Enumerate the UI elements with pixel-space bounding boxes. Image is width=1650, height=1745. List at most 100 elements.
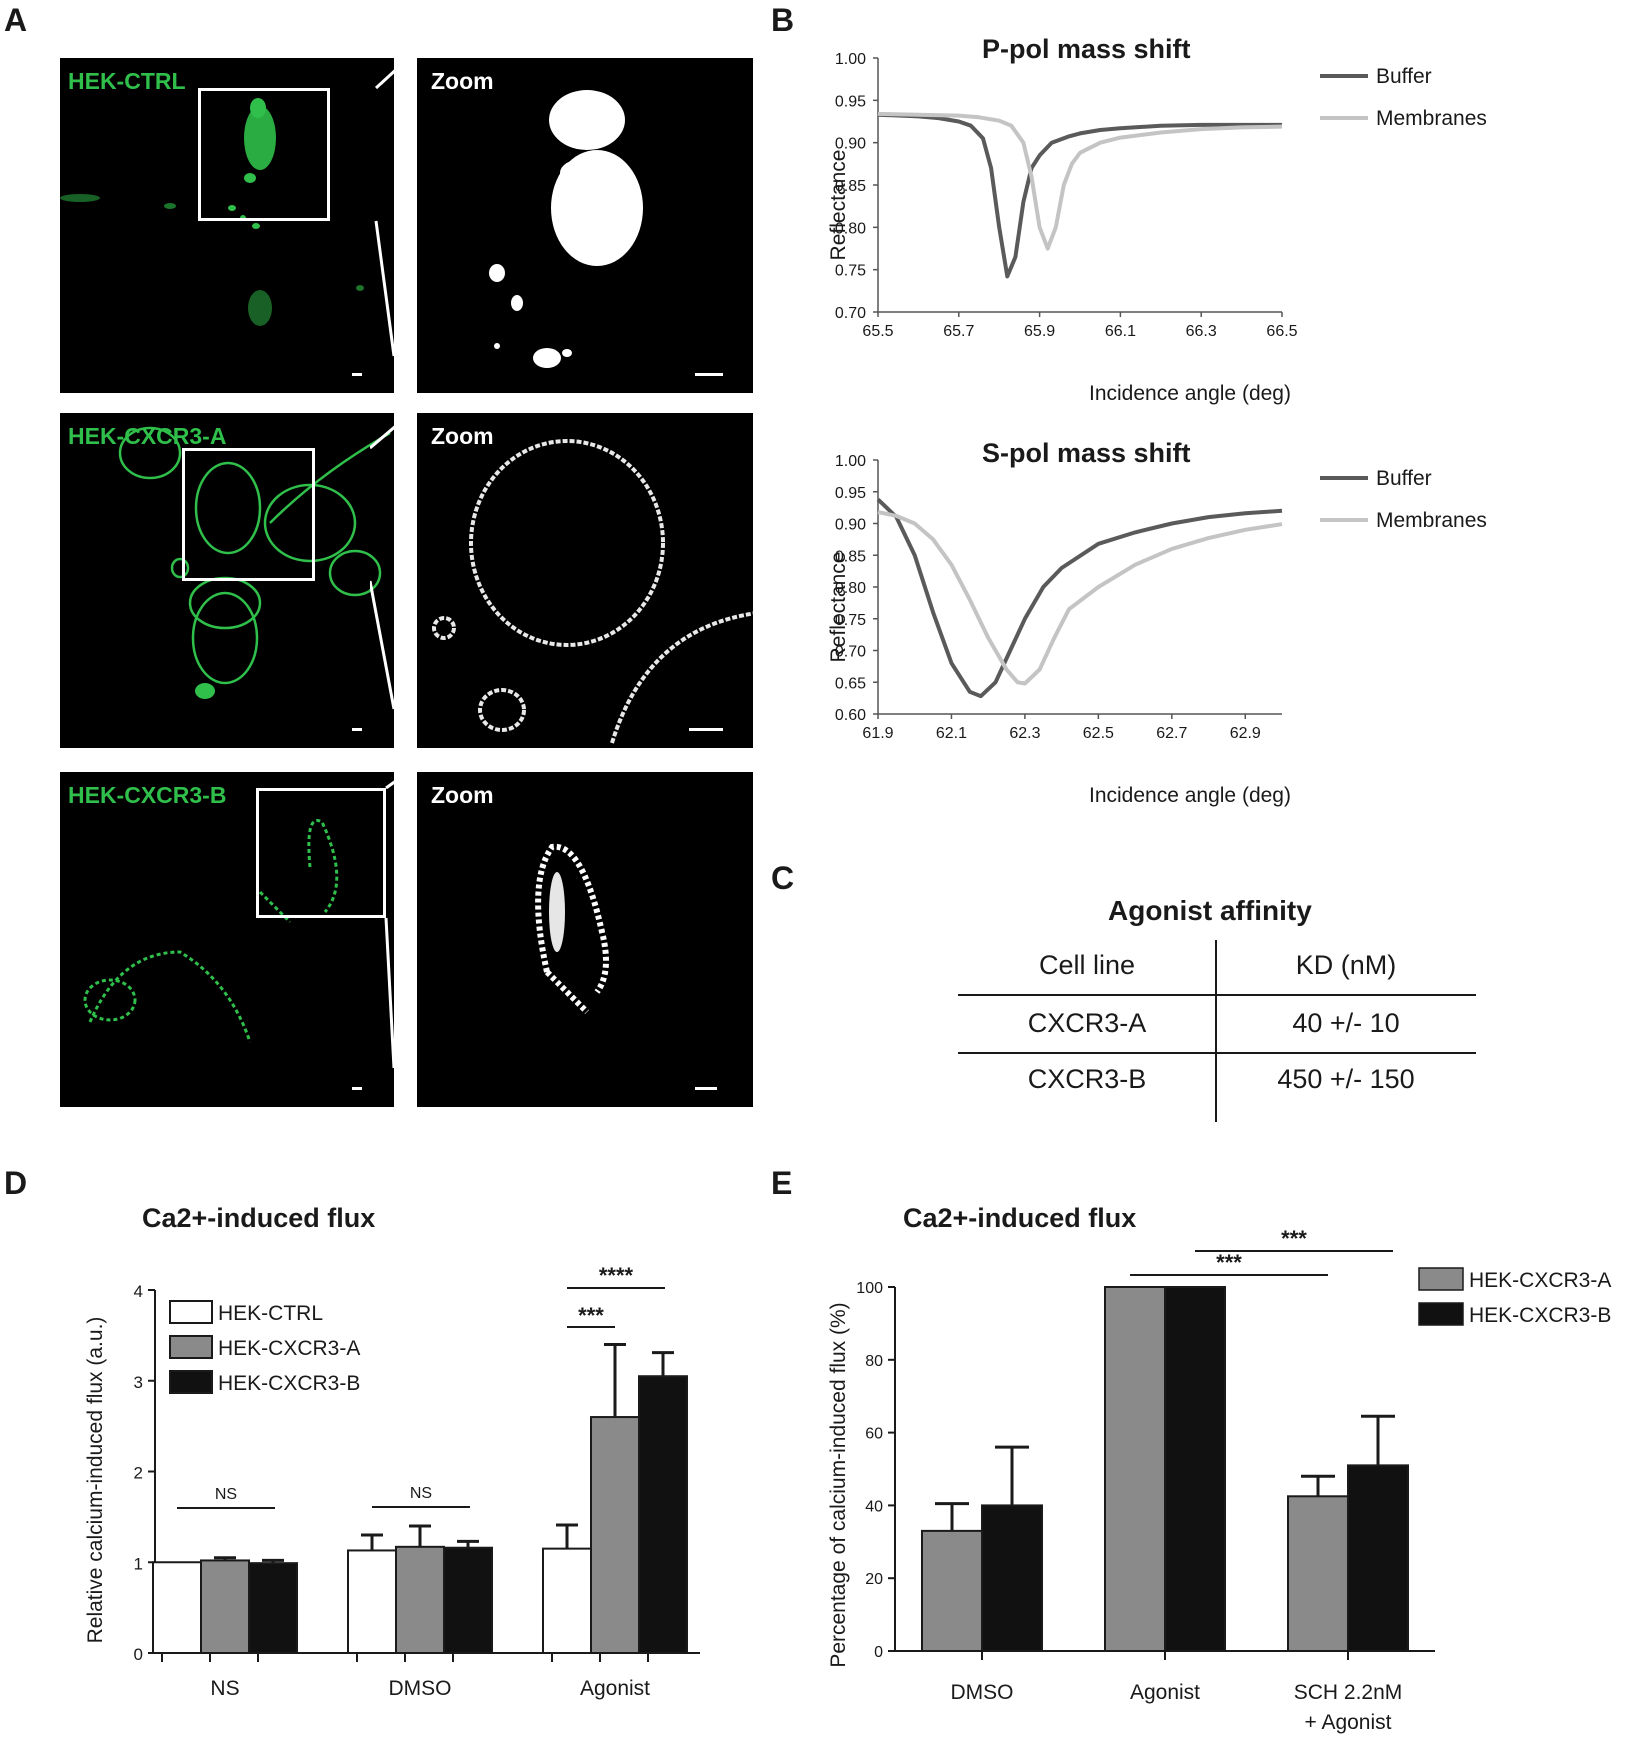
x-category-label: DMSO (951, 1681, 1014, 1704)
y-tick-label: 1.00 (835, 51, 866, 68)
bar (1164, 1286, 1226, 1652)
y-axis-label: Percentage of calcium-induced flux (%) (827, 1302, 850, 1667)
bar (395, 1545, 445, 1655)
bar (638, 1375, 688, 1654)
y-tick-label: 80 (865, 1353, 883, 1370)
x-category-label: Agonist (1130, 1681, 1200, 1704)
panel-letter-a: A (4, 2, 28, 38)
table-rule (958, 994, 1476, 996)
legend-label: Buffer (1376, 467, 1432, 490)
legend-label: HEK-CXCR3-A (218, 1337, 360, 1360)
scale-bar (695, 1087, 717, 1090)
x-category-label: DMSO (389, 1677, 452, 1700)
table-cell: 450 +/- 150 (1277, 1064, 1415, 1094)
significance-label: NS (410, 1485, 432, 1502)
y-axis-label: Reflectance (827, 552, 850, 663)
x-tick-label: 66.1 (1105, 323, 1136, 340)
bar (590, 1416, 640, 1654)
cell-line-label: HEK-CTRL (68, 68, 186, 94)
y-tick-label: 1.00 (835, 453, 866, 470)
flux-e-chart: Ca2+-induced flux Percentage of calcium-… (827, 1203, 1611, 1734)
zoom-label: Zoom (431, 423, 494, 449)
bar (981, 1504, 1043, 1652)
legend-swatch (169, 1335, 213, 1359)
table-column-divider (1215, 940, 1217, 1122)
zoom-signal-hek-ctrl (489, 90, 643, 368)
panel-letter-c: C (771, 860, 795, 896)
series-line-membranes (877, 510, 1283, 686)
y-tick-label: 0.80 (835, 580, 866, 597)
significance-label: *** (1281, 1226, 1307, 1251)
y-tick-label: 20 (865, 1571, 883, 1588)
y-tick-label: 0.70 (835, 644, 866, 661)
bar (1104, 1286, 1166, 1652)
significance-label: NS (215, 1486, 237, 1503)
x-tick-label: 65.9 (1024, 323, 1055, 340)
legend-swatch (169, 1300, 213, 1324)
zoom-image-hek-cxcr3-b: Zoom (417, 772, 753, 1107)
bar (248, 1562, 298, 1654)
y-tick-label: 0.60 (835, 707, 866, 724)
series-line-buffer (877, 112, 1282, 279)
cell-line-label: HEK-CXCR3-B (68, 782, 227, 808)
x-category-label: SCH 2.2nM (1294, 1681, 1403, 1704)
x-category-label: NS (210, 1677, 239, 1700)
y-tick-label: 0.70 (835, 305, 866, 322)
legend-label: Buffer (1376, 65, 1432, 88)
x-tick-label: 62.1 (936, 725, 967, 742)
x-tick-label: 66.3 (1186, 323, 1217, 340)
legend-label: HEK-CXCR3-B (1469, 1304, 1611, 1327)
x-category-label: Agonist (580, 1677, 650, 1700)
y-tick-label: 0.90 (835, 136, 866, 153)
x-tick-label: 62.3 (1009, 725, 1040, 742)
legend-label: HEK-CXCR3-A (1469, 1269, 1611, 1292)
y-tick-label: 0 (134, 1645, 143, 1664)
zoom-signal-hek-cxcr3-a (432, 439, 753, 744)
significance-label: *** (578, 1303, 604, 1328)
y-tick-label: 1 (134, 1554, 143, 1573)
bar (542, 1547, 592, 1655)
y-tick-label: 0.75 (835, 612, 866, 629)
series-line-membranes (877, 111, 1283, 251)
chart-title: S-pol mass shift (982, 438, 1191, 468)
table-header-cell: KD (nM) (1295, 950, 1397, 980)
y-tick-label: 0 (874, 1644, 883, 1661)
table-cell: 40 +/- 10 (1292, 1008, 1400, 1038)
scale-bar (689, 728, 723, 731)
y-tick-label: 0.65 (835, 675, 866, 692)
bar (443, 1546, 493, 1655)
y-tick-label: 4 (134, 1282, 143, 1301)
y-axis-label: Reflectance (827, 150, 850, 261)
zoom-image-hek-ctrl: Zoom (417, 58, 753, 393)
zoom-connector (370, 417, 405, 710)
y-tick-label: 100 (856, 1280, 883, 1297)
zoom-label: Zoom (431, 782, 494, 808)
x-tick-label: 65.7 (943, 323, 974, 340)
legend-label: Membranes (1376, 107, 1487, 130)
x-tick-label: 66.5 (1266, 323, 1297, 340)
table-header-cell: Cell line (1038, 950, 1136, 980)
table-cell: CXCR3-A (1027, 1008, 1147, 1038)
series-line-buffer (876, 497, 1283, 699)
zoom-box (198, 88, 330, 221)
bar (152, 1561, 202, 1654)
bar (347, 1549, 397, 1655)
y-tick-label: 2 (134, 1464, 143, 1483)
zoom-image-hek-cxcr3-a: Zoom (417, 413, 753, 748)
zoom-label: Zoom (431, 68, 494, 94)
y-tick-label: 0.90 (835, 517, 866, 534)
x-axis-label: Incidence angle (deg) (1089, 784, 1291, 807)
legend-swatch (1418, 1267, 1464, 1291)
y-tick-label: 0.85 (835, 548, 866, 565)
legend-label: HEK-CTRL (218, 1302, 323, 1325)
bar (1287, 1495, 1349, 1652)
panel-letter-e: E (771, 1165, 793, 1201)
bar (200, 1559, 250, 1654)
significance-label: *** (1216, 1250, 1242, 1275)
p-pol-chart: P-pol mass shift Reflectance Incidence a… (827, 34, 1487, 405)
x-tick-label: 62.7 (1156, 725, 1187, 742)
scale-bar (352, 373, 362, 376)
legend-label: HEK-CXCR3-B (218, 1372, 360, 1395)
scale-bar (352, 1087, 362, 1090)
significance-label: **** (599, 1263, 634, 1288)
